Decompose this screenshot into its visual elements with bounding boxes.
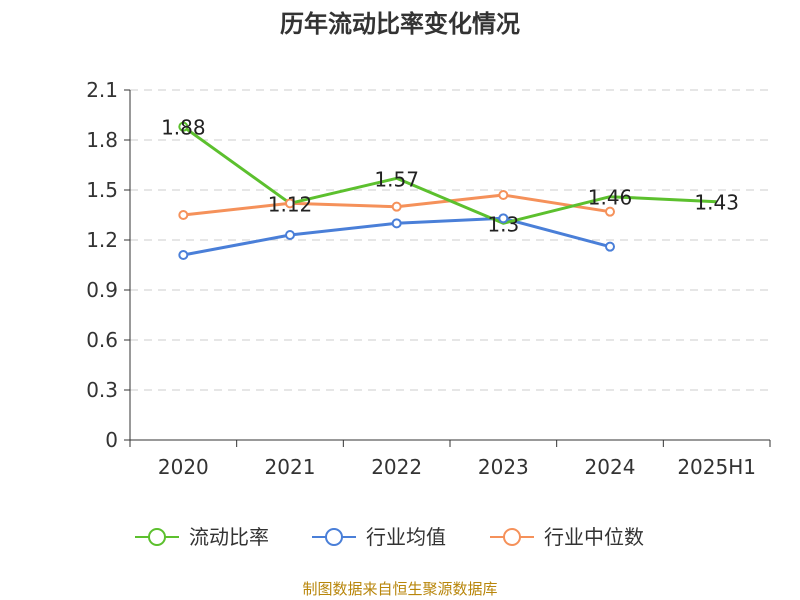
data-label: 1.3 [487,212,519,236]
axes [124,89,771,447]
data-point [178,250,189,260]
data-point [391,201,402,212]
data-point [605,241,615,252]
series-points [178,121,615,260]
y-tick-label: 1.8 [86,128,118,152]
y-tick-label: 0.9 [86,278,118,302]
legend-marker [325,528,343,546]
data-label: 1.46 [588,186,633,210]
data-point [498,213,509,224]
x-tick-label: 2024 [585,455,636,479]
data-label: 1.43 [694,191,739,215]
data-point [391,218,402,229]
x-tick-label: 2023 [478,455,529,479]
legend-marker [503,528,521,546]
x-tick-label: 2021 [265,455,316,479]
x-tick-label: 2020 [158,455,209,479]
data-point [285,198,295,209]
x-axis-ticks: 2020 2021 2022 2023 2024 2025H1 [158,455,756,479]
data-label: 1.12 [268,192,313,216]
source-note: 制图数据来自恒生聚源数据库 [302,580,497,598]
x-tick-label: 2022 [371,455,422,479]
y-tick-label: 0.3 [86,378,118,402]
x-tick-label: 2025H1 [677,455,756,479]
data-label: 1.57 [374,167,419,191]
legend-label: 流动比率 [189,525,269,549]
legend-label: 行业中位数 [544,525,644,549]
legend-marker [148,528,166,546]
data-labels: 1.88 1.12 1.57 1.3 1.46 1.43 [161,116,739,237]
data-label: 1.88 [161,116,206,140]
legend-label: 行业均值 [366,525,446,549]
series-lines [182,125,717,257]
grid [130,89,770,391]
data-point [605,206,615,217]
legend: 流动比率 行业均值 行业中位数 [135,525,644,549]
chart-title: 历年流动比率变化情况 [280,10,520,38]
data-point [498,190,509,200]
y-tick-label: 0.6 [86,328,118,352]
y-axis-ticks: 0 0.3 0.6 0.9 1.2 1.5 1.8 2.1 [86,78,118,452]
series-line-0 [182,125,717,225]
data-point [178,121,189,132]
data-point [178,210,189,220]
y-tick-label: 1.5 [86,178,118,202]
y-tick-label: 1.2 [86,228,118,252]
data-point [285,230,295,240]
y-tick-label: 2.1 [86,78,118,102]
y-tick-label: 0 [105,428,118,452]
